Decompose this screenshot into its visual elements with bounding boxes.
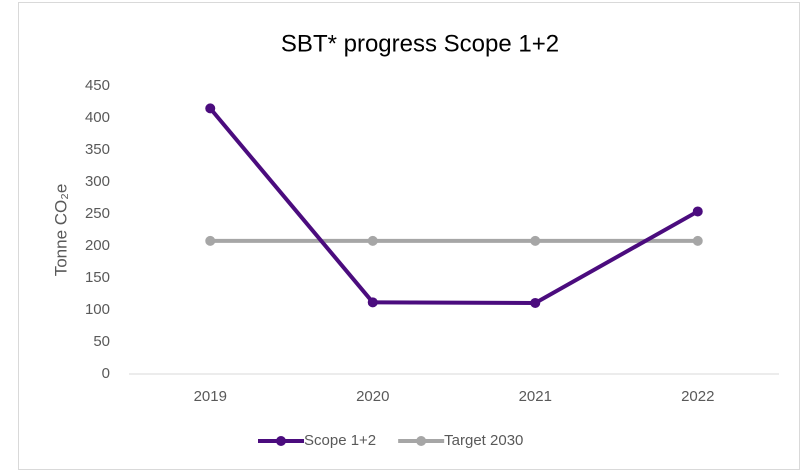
y-tick-label: 150	[85, 269, 110, 286]
point	[367, 235, 378, 246]
y-axis-label: Tonne CO₂e	[51, 184, 70, 277]
point	[692, 235, 703, 246]
legend-label: Target 2030	[444, 432, 523, 449]
point	[205, 103, 216, 114]
legend-marker	[276, 436, 286, 446]
legend-label: Scope 1+2	[304, 432, 376, 449]
chart-border	[18, 2, 800, 470]
y-tick-label: 50	[93, 333, 110, 350]
y-tick-label: 450	[85, 77, 110, 94]
y-tick-label: 100	[85, 301, 110, 318]
x-tick-label: 2020	[356, 388, 389, 405]
point	[205, 235, 216, 246]
y-tick-label: 300	[85, 173, 110, 190]
point	[367, 297, 378, 308]
point	[530, 297, 541, 308]
chart-title: SBT* progress Scope 1+2	[281, 30, 559, 57]
point	[530, 235, 541, 246]
y-tick-label: 350	[85, 141, 110, 158]
y-tick-label: 250	[85, 205, 110, 222]
y-tick-label: 400	[85, 109, 110, 126]
x-tick-label: 2022	[681, 388, 714, 405]
x-tick-label: 2021	[519, 388, 552, 405]
point	[692, 206, 703, 217]
y-tick-label: 200	[85, 237, 110, 254]
x-tick-label: 2019	[194, 388, 227, 405]
legend-marker	[416, 436, 427, 446]
y-tick-label: 0	[102, 365, 110, 382]
series-line	[208, 107, 699, 305]
